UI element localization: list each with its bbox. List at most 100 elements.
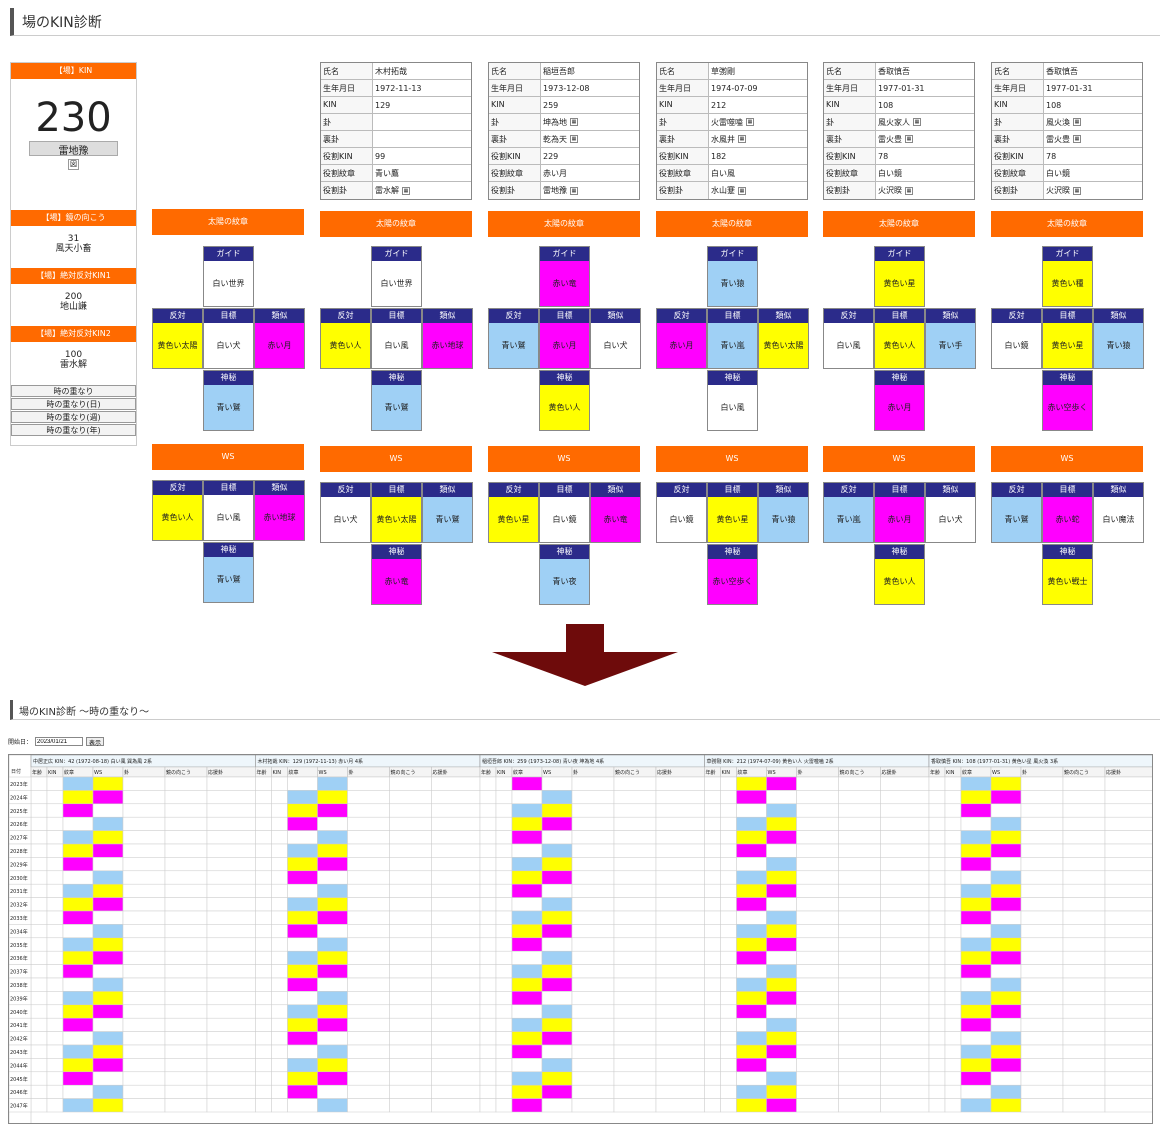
ws-anti-value: 白い犬 — [321, 497, 370, 542]
ws-anti-value: 青い嵐 — [824, 497, 873, 542]
field-kin-name[interactable]: 雷地豫 — [29, 141, 118, 157]
info-value-ka — [373, 114, 471, 130]
info-key: 氏名 — [489, 63, 541, 79]
sun-shinpi-cell: 神秘 赤い空歩く — [1042, 370, 1093, 431]
show-button[interactable]: 表示 — [86, 737, 105, 747]
info-row-ka: 卦風火家人 ▦ — [824, 114, 974, 131]
sun-anti-value: 黄色い人 — [321, 323, 370, 368]
info-key: 氏名 — [824, 63, 876, 79]
ws-ruiji-value: 青い猿 — [759, 497, 808, 542]
ws-shinpi-cell: 神秘 赤い竜 — [371, 544, 422, 605]
diagram-icon[interactable]: ▦ — [738, 186, 746, 195]
col-header: 応援卦 — [1106, 769, 1121, 776]
sun-cross: ガイド 白い世界 反対 黄色い人 目標 白い風 類似 赤い地球 神秘 青い鷲 — [320, 246, 474, 431]
sun-anti-cell: 反対 青い鷲 — [488, 308, 539, 369]
start-date-input[interactable] — [35, 737, 84, 746]
info-key: KIN — [992, 97, 1044, 113]
year-label: 2042年 — [10, 1036, 28, 1043]
info-row-ymon: 役割紋章 白い鏡 — [992, 165, 1142, 182]
ws-shinpi-cell: 神秘 青い鷲 — [203, 542, 254, 603]
diagram-icon[interactable]: ▦ — [905, 186, 913, 195]
col-header: KIN — [722, 770, 731, 776]
info-value-kin: 108 — [1046, 100, 1062, 110]
diagram-icon[interactable]: ▦ — [570, 118, 578, 126]
person-info-table: 氏名 草彅剛 生年月日 1974-07-09 KIN 212 卦火雷噬嗑 ▦ 裏卦 水風井 ▦ 役割K… — [656, 62, 808, 200]
shinpi-label: 神秘 — [1043, 545, 1092, 559]
col-header: 応援卦 — [208, 769, 223, 776]
sun-shinpi-value: 青い鷲 — [372, 385, 421, 430]
link-toki-week[interactable]: 時の重なり(週) — [11, 411, 136, 423]
sun-anti-cell: 反対 赤い月 — [656, 308, 707, 369]
info-key: 生年月日 — [489, 80, 541, 96]
diagram-icon[interactable]: ▦ — [1073, 135, 1081, 143]
anti-label: 反対 — [153, 481, 202, 495]
ws-ruiji-cell: 類似 赤い竜 — [590, 482, 641, 543]
target-label: 目標 — [204, 481, 253, 495]
diagram-icon[interactable]: 図 — [68, 159, 79, 170]
info-row-ykin: 役割KIN 229 — [489, 148, 639, 165]
diagram-icon[interactable]: ▦ — [570, 135, 578, 143]
col-header: 紋章 — [962, 769, 972, 776]
link-toki-day[interactable]: 時の重なり(日) — [11, 398, 136, 410]
ws-target-value: 赤い月 — [875, 497, 924, 542]
anti-label: 反対 — [992, 309, 1041, 323]
info-key: 役割KIN — [657, 148, 709, 164]
info-value-ka: 火雷噬嗑 ▦ — [711, 117, 754, 127]
ws-shinpi-cell: 神秘 黄色い人 — [874, 544, 925, 605]
ws-ruiji-value: 青い鷲 — [423, 497, 472, 542]
block-header: 木村拓哉 KIN：129 (1972-11-13) 赤い月 4系 — [258, 758, 364, 765]
anti-label: 反対 — [824, 309, 873, 323]
sun-guide-value: 青い猿 — [708, 261, 757, 306]
ws-anti-value: 黄色い人 — [153, 495, 202, 540]
diagram-icon[interactable]: ▦ — [570, 186, 578, 195]
ws-anti-value: 青い鷲 — [992, 497, 1041, 542]
target-label: 目標 — [708, 309, 757, 323]
ws-header: WS — [152, 444, 304, 470]
diagram-icon[interactable]: ▦ — [738, 135, 746, 143]
info-value-ka: 風火家人 ▦ — [878, 117, 921, 127]
col-header: 鏡の向こう — [1064, 769, 1089, 776]
block-header: 中居正広 KIN：42 (1972-08-18) 白い風 巽為風 2系 — [33, 758, 152, 765]
info-value-ura: 乾為天 ▦ — [543, 134, 578, 144]
ws-target-value: 赤い蛇 — [1043, 497, 1092, 542]
guide-label: ガイド — [1043, 247, 1092, 261]
diagram-icon[interactable]: ▦ — [1073, 118, 1081, 126]
diagram-icon[interactable]: ▦ — [1073, 186, 1081, 195]
info-value-yka: 雷水解 ▦ — [375, 186, 410, 195]
person-info-table: 氏名 香取慎吾 生年月日 1977-01-31 KIN 108 卦風火渙 ▦ 裏卦 雷火豊 ▦ 役割K… — [991, 62, 1143, 200]
info-value-kin: 108 — [878, 100, 894, 110]
col-header: WS — [992, 770, 1000, 776]
info-value-birth: 1972-11-13 — [375, 83, 422, 93]
diagram-icon[interactable]: ▦ — [905, 135, 913, 143]
sun-anti-cell: 反対 黄色い太陽 — [152, 308, 203, 369]
hantai1-header: 【場】絶対反対KIN1 — [11, 268, 136, 284]
link-toki[interactable]: 時の重なり — [11, 385, 136, 397]
field-kin-panel: 【場】KIN 230 雷地豫 図 【場】鏡の向こう 31 風天小畜 【場】絶対反対… — [10, 62, 137, 446]
sun-shinpi-value: 白い風 — [708, 385, 757, 430]
diagram-icon[interactable]: ▦ — [402, 186, 410, 195]
info-key: 卦 — [489, 114, 541, 130]
ws-target-cell: 目標 黄色い星 — [707, 482, 758, 543]
info-value-ymon: 青い鷹 — [375, 168, 399, 178]
ruiji-label: 類似 — [1094, 483, 1143, 497]
info-value-name: 稲垣吾郎 — [543, 66, 575, 76]
year-label: 2044年 — [10, 1062, 28, 1069]
target-label: 目標 — [1043, 309, 1092, 323]
target-label: 目標 — [875, 483, 924, 497]
sun-ruiji-cell: 類似 赤い地球 — [422, 308, 473, 369]
shinpi-label: 神秘 — [875, 545, 924, 559]
ws-anti-cell: 反対 白い鏡 — [656, 482, 707, 543]
col-header: 鏡の向こう — [391, 769, 416, 776]
time-overlap-table: 日付 中居正広 KIN：42 (1972-08-18) 白い風 巽為風 2系 年齢 K… — [8, 754, 1153, 1124]
diagram-icon[interactable]: ▦ — [746, 118, 754, 126]
diagram-icon[interactable]: ▦ — [913, 118, 921, 126]
guide-label: ガイド — [875, 247, 924, 261]
col-header: 鏡の向こう — [615, 769, 640, 776]
info-row-yka: 役割卦 雷水解 ▦ — [321, 182, 471, 199]
sun-shinpi-value: 赤い空歩く — [1043, 385, 1092, 430]
link-toki-year[interactable]: 時の重なり(年) — [11, 424, 136, 436]
shinpi-label: 神秘 — [372, 371, 421, 385]
year-label: 2030年 — [10, 875, 28, 882]
info-key: 裏卦 — [992, 131, 1044, 147]
sun-target-value: 黄色い星 — [1043, 323, 1092, 368]
